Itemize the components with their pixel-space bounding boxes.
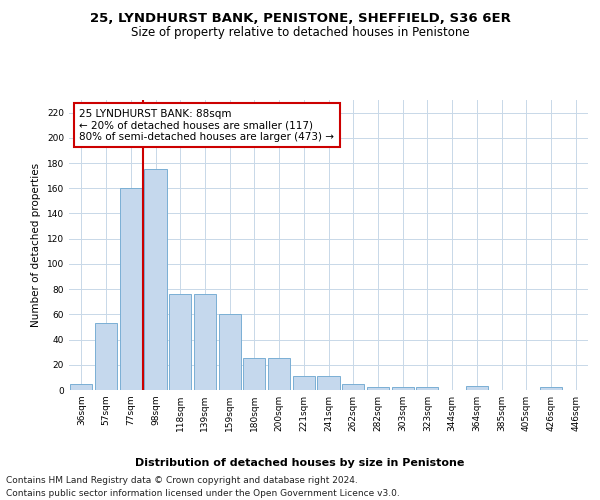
Text: Contains HM Land Registry data © Crown copyright and database right 2024.: Contains HM Land Registry data © Crown c… bbox=[6, 476, 358, 485]
Bar bbox=[218, 314, 241, 390]
Bar bbox=[540, 388, 562, 390]
Bar bbox=[466, 386, 488, 390]
Bar bbox=[392, 388, 414, 390]
Bar bbox=[145, 170, 167, 390]
Text: 25, LYNDHURST BANK, PENISTONE, SHEFFIELD, S36 6ER: 25, LYNDHURST BANK, PENISTONE, SHEFFIELD… bbox=[89, 12, 511, 26]
Y-axis label: Number of detached properties: Number of detached properties bbox=[31, 163, 41, 327]
Bar bbox=[119, 188, 142, 390]
Text: Distribution of detached houses by size in Penistone: Distribution of detached houses by size … bbox=[136, 458, 464, 468]
Bar bbox=[317, 376, 340, 390]
Bar bbox=[70, 384, 92, 390]
Bar bbox=[367, 388, 389, 390]
Bar bbox=[243, 358, 265, 390]
Bar bbox=[416, 388, 439, 390]
Text: Size of property relative to detached houses in Penistone: Size of property relative to detached ho… bbox=[131, 26, 469, 39]
Bar bbox=[293, 376, 315, 390]
Bar bbox=[268, 358, 290, 390]
Text: 25 LYNDHURST BANK: 88sqm
← 20% of detached houses are smaller (117)
80% of semi-: 25 LYNDHURST BANK: 88sqm ← 20% of detach… bbox=[79, 108, 334, 142]
Bar bbox=[342, 384, 364, 390]
Text: Contains public sector information licensed under the Open Government Licence v3: Contains public sector information licen… bbox=[6, 489, 400, 498]
Bar bbox=[95, 323, 117, 390]
Bar bbox=[169, 294, 191, 390]
Bar bbox=[194, 294, 216, 390]
